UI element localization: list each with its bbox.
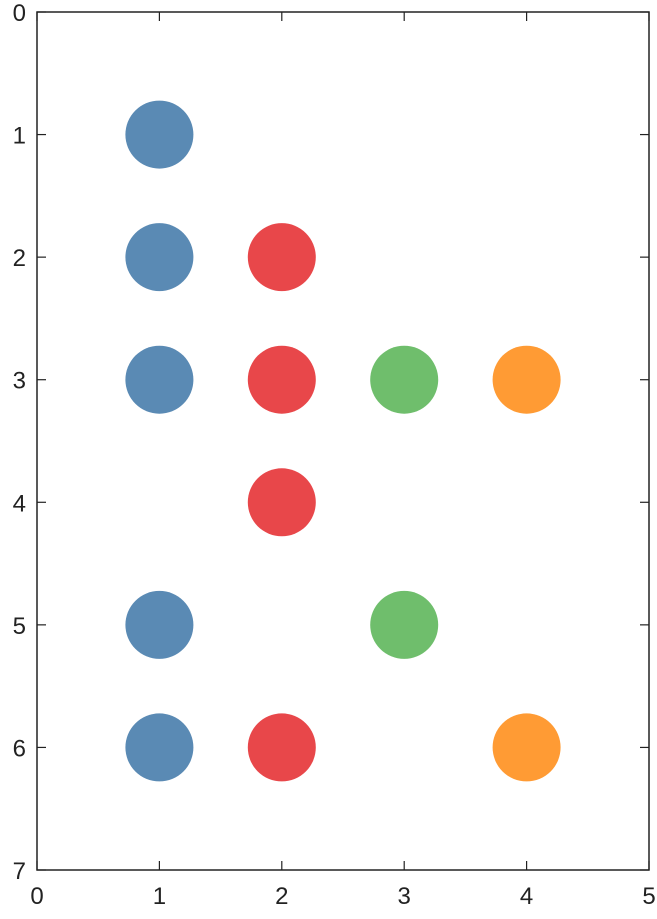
- y-tick-label: 7: [13, 858, 26, 885]
- data-point-series-4: [492, 713, 561, 782]
- x-axis-tick-labels: 0 1 2 3 4 5: [30, 883, 655, 910]
- y-tick-label: 6: [13, 735, 26, 762]
- y-tick-label: 1: [13, 123, 26, 150]
- plot-area: [36, 11, 650, 871]
- data-point-series-2: [247, 713, 316, 782]
- y-tick-label: 4: [13, 490, 26, 517]
- y-tick-label: 0: [13, 0, 26, 27]
- x-tick-label: 0: [30, 883, 43, 910]
- y-tick-label: 3: [13, 368, 26, 395]
- axis-ticks: [36, 11, 650, 871]
- data-point-series-1: [125, 100, 194, 169]
- x-tick-label: 2: [275, 883, 288, 910]
- data-point-series-3: [370, 345, 439, 414]
- data-point-series-1: [125, 590, 194, 659]
- data-point-series-2: [247, 345, 316, 414]
- data-point-series-1: [125, 223, 194, 292]
- x-tick-label: 5: [642, 883, 655, 910]
- data-point-series-2: [247, 223, 316, 292]
- y-tick-label: 2: [13, 245, 26, 272]
- y-tick-label: 5: [13, 613, 26, 640]
- data-point-series-2: [247, 468, 316, 537]
- data-point-series-3: [370, 590, 439, 659]
- data-points: [125, 100, 561, 782]
- x-tick-label: 1: [153, 883, 166, 910]
- x-tick-label: 4: [520, 883, 533, 910]
- x-tick-label: 3: [398, 883, 411, 910]
- data-point-series-4: [492, 345, 561, 414]
- data-point-series-1: [125, 713, 194, 782]
- y-axis-tick-labels: 0 1 2 3 4 5 6 7: [13, 0, 26, 885]
- data-point-series-1: [125, 345, 194, 414]
